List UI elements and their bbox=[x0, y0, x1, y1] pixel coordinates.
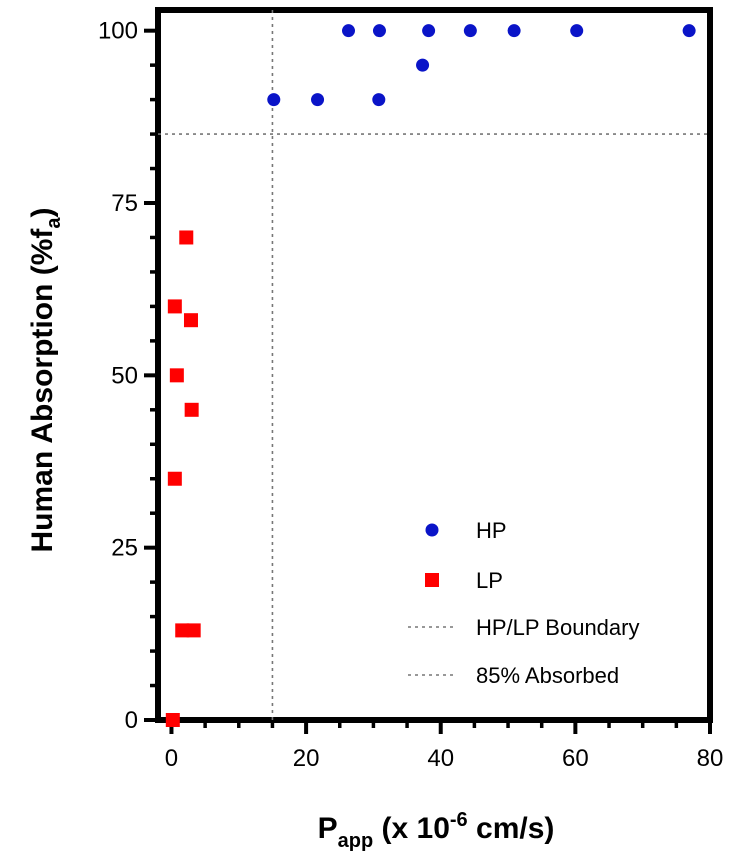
lp-point bbox=[175, 623, 190, 638]
lp-point bbox=[179, 230, 194, 245]
legend-label: 85% Absorbed bbox=[476, 663, 619, 688]
reference-lines bbox=[158, 10, 710, 720]
x-tick-label: 0 bbox=[165, 745, 178, 772]
y-tick-label: 0 bbox=[125, 707, 138, 734]
lp-point bbox=[165, 713, 180, 727]
hp-point bbox=[463, 24, 477, 38]
legend-label: HP/LP Boundary bbox=[476, 615, 639, 640]
hp-point bbox=[416, 58, 430, 72]
hp-point bbox=[682, 24, 696, 38]
hp-point bbox=[342, 24, 356, 38]
hp-point bbox=[507, 24, 521, 38]
x-axis-title-sup: -6 bbox=[450, 809, 468, 831]
x-axis-title: Papp (x 10-6 cm/s) bbox=[318, 809, 555, 852]
legend: HP LP HP/LP Boundary 85% Absorbed bbox=[408, 518, 639, 688]
x-tick-label: 40 bbox=[427, 745, 454, 772]
legend-label: HP bbox=[476, 518, 507, 543]
legend-lp-marker bbox=[425, 573, 439, 587]
lp-point bbox=[169, 368, 184, 383]
y-axis-ticks: 0 25 50 75 100 bbox=[98, 18, 158, 734]
lp-point bbox=[167, 299, 182, 314]
x-tick-label: 80 bbox=[697, 745, 724, 772]
y-tick-label: 50 bbox=[111, 362, 138, 389]
y-axis-title-main: Human Absorption (%f bbox=[26, 228, 59, 553]
hp-point bbox=[311, 93, 325, 107]
hp-point bbox=[372, 24, 386, 38]
legend-hp-marker bbox=[425, 523, 439, 537]
x-axis-title-sub: app bbox=[338, 830, 374, 852]
y-tick-label: 75 bbox=[111, 190, 138, 217]
x-axis-title-rest1: (x 10 bbox=[373, 812, 450, 845]
hp-point bbox=[372, 93, 386, 107]
x-tick-label: 60 bbox=[562, 745, 589, 772]
x-axis-title-main: P bbox=[318, 812, 338, 845]
x-axis-title-rest2: cm/s) bbox=[468, 812, 555, 845]
lp-point bbox=[183, 313, 198, 328]
y-tick-label: 25 bbox=[111, 535, 138, 562]
y-axis-title-sub: a bbox=[43, 217, 65, 229]
y-axis-title-rest: ) bbox=[26, 208, 59, 218]
hp-point bbox=[570, 24, 584, 38]
plot-area bbox=[155, 7, 713, 723]
x-axis-ticks: 0 20 40 60 80 bbox=[165, 720, 724, 772]
lp-point bbox=[186, 623, 201, 638]
data-points bbox=[165, 24, 696, 727]
y-axis-title: Human Absorption (%fa) bbox=[26, 208, 65, 553]
x-tick-label: 20 bbox=[293, 745, 320, 772]
hp-point bbox=[422, 24, 436, 38]
hp-point bbox=[267, 93, 281, 107]
lp-point bbox=[184, 402, 199, 417]
y-tick-label: 100 bbox=[98, 18, 138, 45]
legend-label: LP bbox=[476, 568, 503, 593]
lp-point bbox=[167, 471, 182, 486]
